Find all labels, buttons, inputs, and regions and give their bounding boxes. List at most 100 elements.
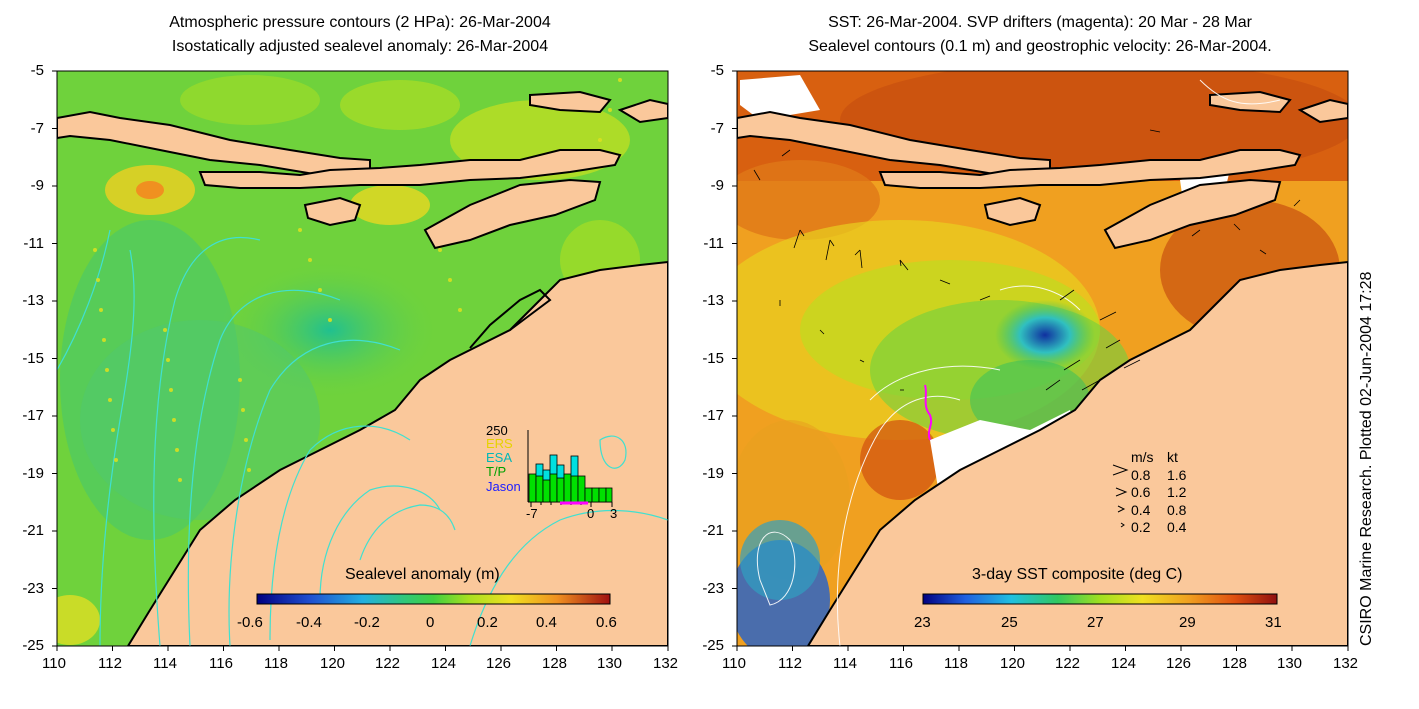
y-tick: -25 <box>702 637 724 654</box>
y-tick: -25 <box>22 637 44 654</box>
right-title-line2: Sealevel contours (0.1 m) and geostrophi… <box>808 38 1272 55</box>
inset-legend-tp: T/P <box>486 464 507 479</box>
velocity-legend-arrows <box>1112 464 1129 528</box>
inset-ymax-label: 250 <box>486 423 508 438</box>
y-tick: -13 <box>702 292 724 309</box>
y-tick: -5 <box>30 62 44 79</box>
y-tick: -11 <box>23 235 44 252</box>
x-tick: 122 <box>1055 655 1081 672</box>
right-x-axis: 110 112 114 116 118 120 122 124 126 128 … <box>680 655 1380 677</box>
velocity-ms: 0.2 <box>1131 519 1151 535</box>
y-tick: -19 <box>702 465 724 482</box>
y-tick: -7 <box>710 120 724 137</box>
sla-tick: -0.4 <box>296 614 322 631</box>
x-tick: 118 <box>944 655 968 672</box>
sla-tick: 0.6 <box>596 614 617 631</box>
x-tick: 126 <box>1166 655 1192 672</box>
inset-x-ticks: -7 0 3 <box>526 506 626 522</box>
x-tick: 114 <box>833 655 857 672</box>
velocity-legend-row: 0.6 1.2 <box>1131 484 1186 502</box>
sla-tick: 0 <box>426 614 435 631</box>
sla-tick: -0.6 <box>237 614 263 631</box>
left-y-axis: -5 -7 -9 -11 -13 -15 -17 -19 -21 -23 -25 <box>0 0 50 709</box>
x-tick: 116 <box>889 655 913 672</box>
sst-tick: 25 <box>1001 614 1018 631</box>
x-tick: 110 <box>722 655 746 672</box>
x-tick: 130 <box>597 655 623 672</box>
sst-tick: 23 <box>914 614 931 631</box>
x-tick: 112 <box>98 655 122 672</box>
inset-x-tick: -7 <box>526 506 538 521</box>
y-tick: -11 <box>703 235 724 252</box>
x-tick: 124 <box>431 655 457 672</box>
left-colorbar-label: Sealevel anomaly (m) <box>345 566 500 583</box>
velocity-legend-row: 0.2 0.4 <box>1131 519 1186 537</box>
y-tick: -5 <box>710 62 724 79</box>
y-tick: -23 <box>702 580 724 597</box>
y-tick: -9 <box>30 177 44 194</box>
x-tick: 116 <box>209 655 233 672</box>
sst-tick: 29 <box>1179 614 1196 631</box>
velocity-legend-row: 0.8 1.6 <box>1131 467 1186 485</box>
y-tick: -7 <box>30 120 44 137</box>
velocity-ms: 0.4 <box>1131 501 1151 518</box>
credit-text: CSIRO Marine Research. Plotted 02-Jun-20… <box>1358 271 1375 646</box>
velocity-ms: 0.8 <box>1131 466 1151 483</box>
y-tick: -17 <box>22 407 44 424</box>
sla-tick: -0.2 <box>354 614 380 631</box>
y-tick: -13 <box>22 292 44 309</box>
right-colorbar-label: 3-day SST composite (deg C) <box>972 566 1183 583</box>
sla-tick: 0.4 <box>536 614 557 631</box>
left-colorbar-ticks: -0.6 -0.4 -0.2 0 0.2 0.4 0.6 <box>232 614 642 634</box>
inset-legend-ers: ERS <box>486 436 513 451</box>
inset-x-tick: 3 <box>610 506 618 521</box>
right-y-axis: -5 -7 -9 -11 -13 -15 -17 -19 -21 -23 -25 <box>680 0 730 709</box>
left-title-line2: Isostatically adjusted sealevel anomaly:… <box>171 38 549 55</box>
x-tick: 118 <box>264 655 288 672</box>
x-tick: 132 <box>653 655 679 672</box>
velocity-legend-header: m/s kt <box>1131 449 1186 467</box>
inset-legend-esa: ESA <box>486 450 513 465</box>
x-tick: 130 <box>1277 655 1303 672</box>
left-title-line1: Atmospheric pressure contours (2 HPa): 2… <box>169 14 551 31</box>
velocity-header-kt: kt <box>1167 449 1178 465</box>
left-inset-histogram <box>527 430 613 507</box>
velocity-kt: 0.4 <box>1167 519 1187 535</box>
x-tick: 132 <box>1333 655 1359 672</box>
y-tick: -9 <box>710 177 724 194</box>
velocity-ms: 0.6 <box>1131 484 1151 500</box>
velocity-kt: 0.8 <box>1167 501 1187 518</box>
x-tick: 122 <box>375 655 401 672</box>
x-tick: 126 <box>486 655 512 672</box>
velocity-kt: 1.2 <box>1167 484 1187 500</box>
velocity-header-ms: m/s <box>1131 449 1154 465</box>
right-title-line1: SST: 26-Mar-2004. SVP drifters (magenta)… <box>828 14 1252 31</box>
y-tick: -15 <box>22 350 44 367</box>
velocity-legend: m/s kt 0.8 1.6 0.6 1.2 0.4 0.8 0.2 0.4 <box>1131 449 1186 537</box>
x-tick: 114 <box>153 655 177 672</box>
x-tick: 128 <box>1222 655 1248 672</box>
y-tick: -21 <box>702 522 724 539</box>
x-tick: 124 <box>1111 655 1137 672</box>
left-x-axis: 110 112 114 116 118 120 122 124 126 128 … <box>0 655 700 677</box>
x-tick: 110 <box>42 655 66 672</box>
x-tick: 112 <box>778 655 802 672</box>
sla-tick: 0.2 <box>477 614 498 631</box>
y-tick: -21 <box>22 522 44 539</box>
y-tick: -15 <box>702 350 724 367</box>
inset-legend-jason: Jason <box>486 479 521 494</box>
y-tick: -19 <box>22 465 44 482</box>
right-colorbar-ticks: 23 25 27 29 31 <box>900 614 1300 634</box>
y-tick: -23 <box>22 580 44 597</box>
sst-tick: 31 <box>1265 614 1282 631</box>
right-colorbar <box>922 593 1278 605</box>
velocity-kt: 1.6 <box>1167 466 1187 483</box>
inset-x-tick: 0 <box>587 506 595 521</box>
left-colorbar <box>256 593 611 605</box>
x-tick: 120 <box>320 655 346 672</box>
sst-tick: 27 <box>1087 614 1104 631</box>
x-tick: 128 <box>542 655 568 672</box>
y-tick: -17 <box>702 407 724 424</box>
velocity-legend-row: 0.4 0.8 <box>1131 502 1186 520</box>
